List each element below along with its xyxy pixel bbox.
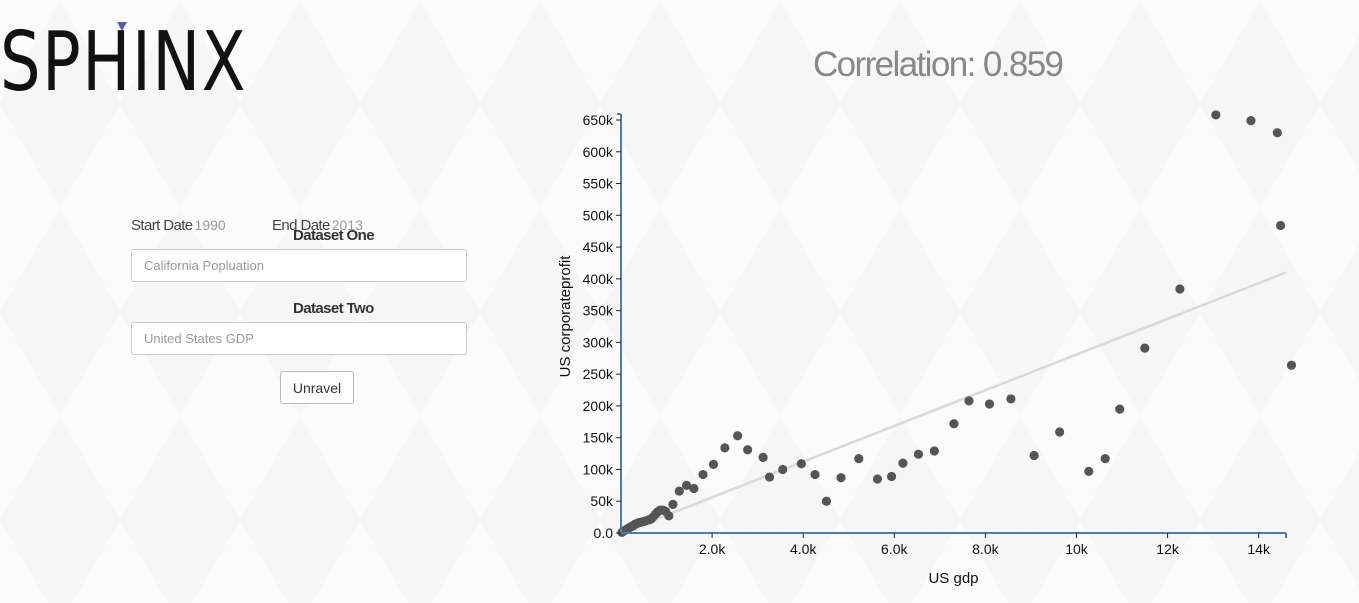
trendline: [620, 271, 1287, 535]
data-point: [689, 483, 699, 494]
data-point: [913, 449, 924, 459]
data-point: [964, 396, 974, 406]
end-date[interactable]: End Date 2013: [272, 217, 363, 234]
data-point: [1246, 116, 1256, 126]
start-date[interactable]: Start Date 1990: [131, 217, 226, 234]
x-axis-title: US gdp: [928, 570, 978, 587]
dataset-two-input[interactable]: [131, 322, 467, 355]
data-point: [854, 454, 864, 464]
unravel-button[interactable]: Unravel: [280, 371, 354, 404]
triangle-logo-icon: [117, 22, 127, 31]
data-point: [758, 452, 768, 462]
y-tick-label: 400k: [583, 271, 614, 287]
x-tick-label: 12k: [1156, 541, 1180, 557]
data-point: [764, 472, 775, 482]
y-tick-label: 600k: [583, 144, 614, 160]
end-date-value[interactable]: 2013: [331, 217, 363, 233]
data-point: [1272, 128, 1282, 138]
y-axis-title: US corporateprofit: [557, 255, 574, 378]
dataset-one-label: Dataset One: [293, 227, 375, 244]
correlation-readout: Correlation: 0.859: [813, 45, 1064, 84]
data-point: [898, 458, 908, 468]
data-point: [743, 445, 753, 455]
data-point: [796, 459, 806, 469]
sphinx-logo: SPHINX: [0, 18, 246, 108]
y-tick-label: 100k: [583, 461, 614, 477]
x-tick-label: 6.0k: [881, 541, 908, 557]
data-point: [1140, 343, 1150, 353]
data-point: [1175, 284, 1185, 294]
trendline-layer: [620, 271, 1287, 535]
data-point: [1084, 466, 1094, 476]
data-point: [1211, 110, 1221, 120]
points-layer: [617, 110, 1297, 537]
y-tick-label: 0.0: [594, 525, 614, 541]
logo-text: SPHINX: [0, 15, 248, 110]
start-date-label: Start Date: [131, 217, 193, 234]
data-point: [949, 419, 959, 429]
y-tick-label: 550k: [583, 176, 614, 192]
data-point: [886, 471, 897, 482]
x-tick-label: 4.0k: [790, 541, 817, 557]
y-tick-label: 150k: [583, 430, 614, 446]
data-point: [1275, 220, 1286, 231]
x-tick-label: 2.0k: [699, 541, 726, 557]
start-date-value[interactable]: 1990: [194, 217, 226, 233]
data-point: [674, 486, 684, 496]
data-point: [664, 511, 674, 521]
y-tick-label: 300k: [583, 334, 614, 350]
data-point: [668, 499, 678, 510]
data-point: [929, 446, 939, 456]
y-tick-label: 200k: [583, 398, 614, 414]
button-row: Unravel: [131, 371, 467, 404]
data-point: [872, 474, 883, 484]
dataset-one-input[interactable]: [131, 249, 467, 282]
data-point: [984, 399, 995, 409]
y-tick-label: 50k: [590, 493, 614, 509]
x-tick-label: 8.0k: [972, 541, 999, 557]
y-tick-label: 250k: [583, 366, 614, 382]
data-point: [698, 469, 708, 480]
y-tick-label: 450k: [583, 239, 614, 255]
date-range: Start Date 1990 End Date 2013: [131, 215, 467, 237]
data-point: [733, 431, 743, 441]
y-tick-label: 500k: [583, 207, 614, 223]
y-tick-label: 350k: [583, 303, 614, 319]
axes: 0.0 50k 100k 150k 200k 250k 300k 350k 400k 450k 50…: [583, 112, 1287, 557]
x-tick-label: 10k: [1065, 541, 1089, 557]
x-tick-label: 14k: [1247, 541, 1271, 557]
data-point: [1006, 394, 1016, 404]
data-point: [720, 443, 730, 453]
data-point: [810, 469, 820, 480]
data-point: [1055, 427, 1065, 437]
y-tick-label: 650k: [583, 112, 614, 128]
query-form: Start Date 1990 End Date 2013 Dataset One …: [131, 215, 467, 404]
data-point: [1286, 360, 1297, 370]
scatter-chart: 0.0 50k 100k 150k 200k 250k 300k 350k 400k 450k 50…: [557, 110, 1297, 587]
data-point: [1115, 404, 1125, 414]
data-point: [836, 473, 846, 483]
dataset-two-label: Dataset Two: [293, 300, 374, 317]
data-point: [778, 464, 788, 475]
data-point: [708, 459, 719, 469]
data-point: [821, 496, 832, 506]
data-point: [681, 480, 692, 490]
data-point: [1100, 454, 1110, 464]
end-date-label: End Date: [272, 217, 330, 234]
data-point: [1029, 450, 1039, 461]
